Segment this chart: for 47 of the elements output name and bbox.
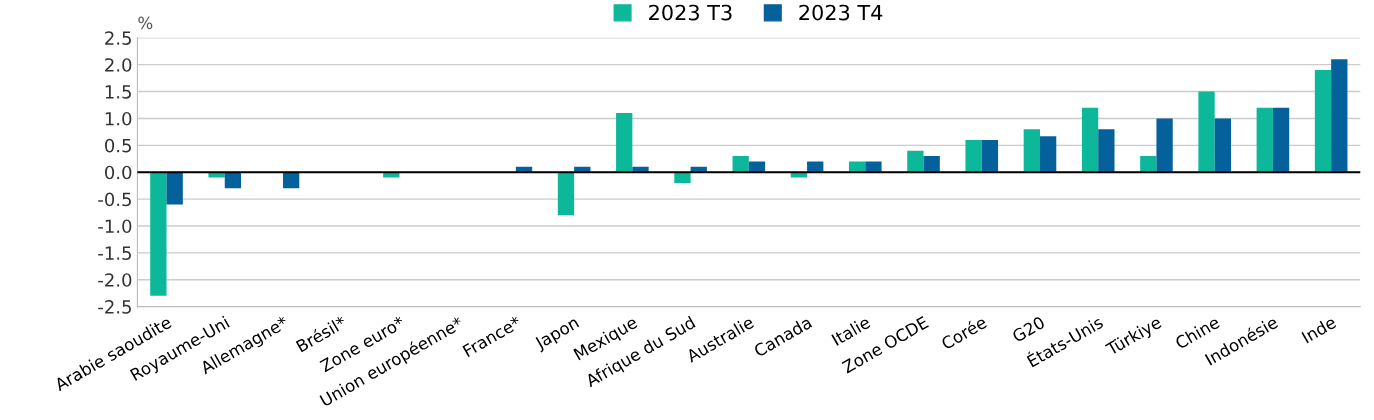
bar [282,172,300,189]
bar [1140,156,1157,173]
y-tick-label: -1.5 [98,246,131,260]
bar [907,150,924,173]
legend-label: 2023 T3 [649,4,732,21]
bar [1156,118,1173,173]
bar [557,172,575,216]
bar [1272,107,1290,173]
y-tick-label: 1.5 [105,85,131,99]
y-tick-label: -1.0 [98,219,132,234]
bar [807,161,824,173]
bar [224,172,242,189]
bar [923,156,940,173]
y-tick-label: 0.0 [105,165,132,180]
bar [1331,59,1348,173]
bar [965,139,982,173]
y-tick-label: -2.5 [98,300,131,314]
y-tick-label: -0.5 [98,192,131,207]
bar [1198,91,1215,173]
legend-label: 2023 T4 [799,4,883,21]
bar [1023,129,1040,173]
bar [208,172,225,178]
x-tick-label: Italie [831,315,871,346]
bar [150,172,167,296]
y-tick-label: 2.0 [105,58,132,72]
bar [1314,70,1332,173]
bar [383,172,400,178]
bar [790,172,808,178]
y-axis-title: % [138,16,153,30]
bar [848,161,866,173]
bar [166,172,183,205]
x-tick-label: Inde [1301,315,1337,344]
bar [616,113,633,173]
y-tick-label: 0.5 [105,138,131,153]
bar [1098,129,1115,173]
y-tick-label: -2.0 [98,273,132,287]
bar [1039,136,1057,173]
y-tick-label: 2.5 [105,31,131,45]
bar [1256,107,1273,173]
bar [1214,118,1231,173]
bar [748,161,766,173]
bar [865,161,882,173]
y-tick-label: 1.0 [105,111,132,126]
bar [1081,107,1099,173]
bar [981,139,999,173]
bar [674,172,691,183]
bar [732,156,749,173]
